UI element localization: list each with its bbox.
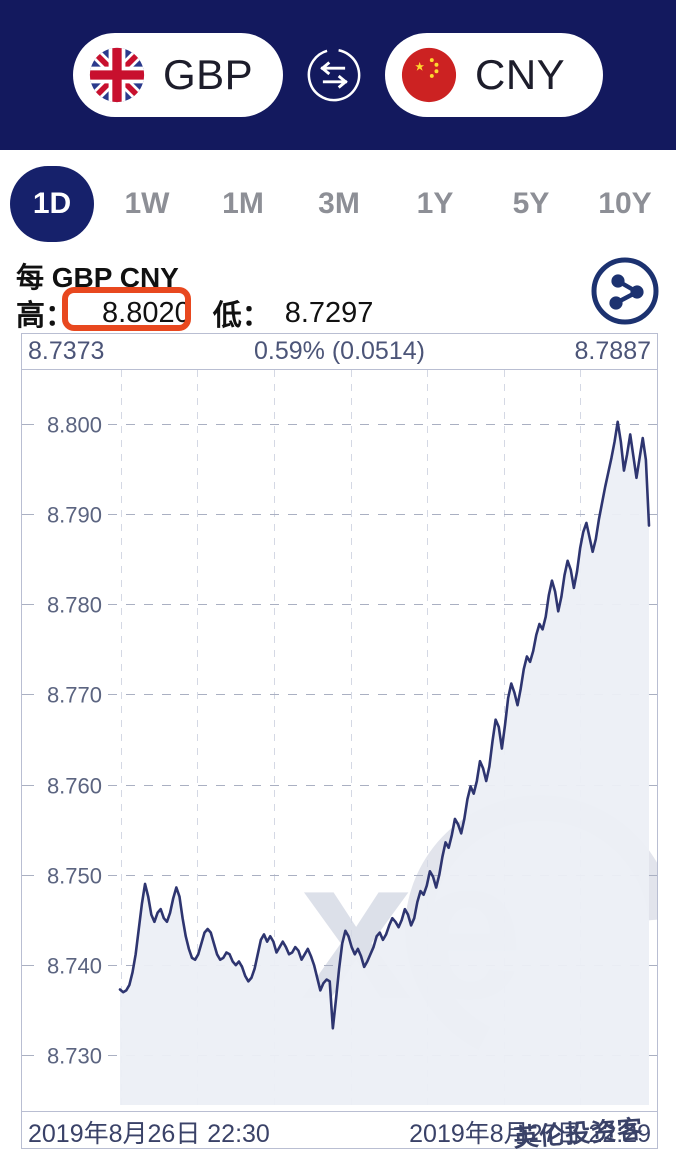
low-value: 8.7297 <box>284 296 374 329</box>
svg-text:8.730: 8.730 <box>47 1044 102 1069</box>
svg-text:8.790: 8.790 <box>47 503 102 528</box>
tab-1d[interactable]: 1D <box>10 166 94 242</box>
tab-5y[interactable]: 5Y <box>512 187 550 220</box>
base-currency-pill[interactable]: GBP <box>73 33 283 117</box>
svg-text:8.780: 8.780 <box>47 593 102 618</box>
svg-text:8.760: 8.760 <box>47 774 102 799</box>
uk-flag-icon <box>89 47 145 103</box>
period-tab-bar: 1D 1W 1M 3M 1Y 5Y 10Y <box>0 150 676 258</box>
swap-arrows-icon[interactable] <box>305 46 363 104</box>
chart-start-time: 2019年8月26日 22:30 <box>28 1120 270 1148</box>
chart-open-value: 8.7373 <box>28 337 105 365</box>
quote-currency-code: CNY <box>475 51 566 98</box>
svg-text:8.770: 8.770 <box>47 683 102 708</box>
base-currency-code: GBP <box>163 51 254 98</box>
tab-3m[interactable]: 3M <box>318 187 360 220</box>
share-icon[interactable] <box>590 256 660 326</box>
svg-text:8.750: 8.750 <box>47 864 102 889</box>
page-title: 每 GBP CNY <box>16 262 179 293</box>
china-flag-icon <box>401 47 457 103</box>
high-label: 高： <box>16 300 75 332</box>
tab-10y[interactable]: 10Y <box>598 187 652 220</box>
svg-text:8.800: 8.800 <box>47 413 102 438</box>
tab-1w[interactable]: 1W <box>124 187 170 220</box>
high-value: 8.8020 <box>102 296 191 329</box>
chart-svg: xe8.8008.7908.7808.7708.7608.7508.7408.7… <box>22 370 657 1111</box>
high-low-row: 高： 8.8020 低： 8.7297 <box>16 292 373 334</box>
chart-summary-bar: 8.7373 0.59% (0.0514) 8.7887 <box>22 334 657 370</box>
chart-end-time: 2019年8月27日 22:29 <box>409 1120 651 1148</box>
tab-1m[interactable]: 1M <box>222 187 264 220</box>
low-label: 低： <box>212 300 271 332</box>
chart-time-axis: 2019年8月26日 22:30 2019年8月27日 22:29 英伦投资客 <box>22 1111 657 1152</box>
currency-header: GBP CNY <box>0 0 676 150</box>
quote-currency-pill[interactable]: CNY <box>385 33 603 117</box>
price-chart: 8.7373 0.59% (0.0514) 8.7887 xe8.8008.79… <box>21 333 658 1152</box>
chart-plot-area[interactable]: xe8.8008.7908.7808.7708.7608.7508.7408.7… <box>22 370 657 1111</box>
tab-1y[interactable]: 1Y <box>416 187 454 220</box>
svg-text:8.740: 8.740 <box>47 954 102 979</box>
chart-close-value: 8.7887 <box>574 337 651 365</box>
chart-change: 0.59% (0.0514) <box>254 337 425 365</box>
